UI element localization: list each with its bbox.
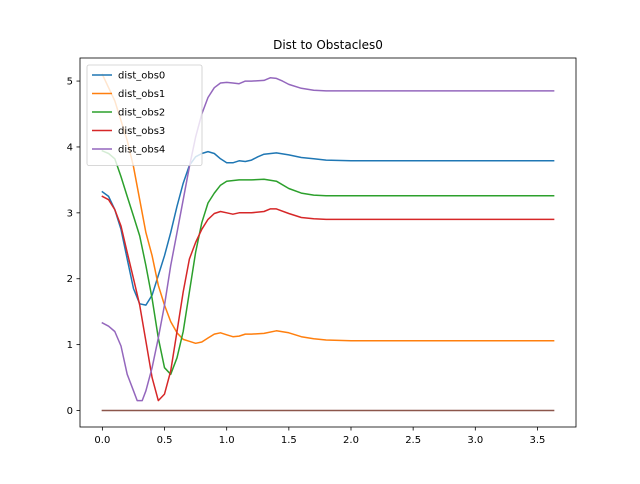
y-tick-label: 0	[67, 406, 73, 417]
series-line-dist_obs4	[101, 77, 555, 402]
legend-label: dist_obs4	[118, 145, 165, 156]
series-layer	[101, 73, 555, 412]
legend-label: dist_obs2	[118, 108, 165, 119]
chart-title: Dist to Obstacles0	[273, 38, 383, 52]
ticks-layer: 0.0 0.5 1.0 1.5 2.0 2.5 3.0 3.5 0 1 2 3 4 5	[67, 77, 546, 446]
x-tick-label: 0.5	[157, 435, 173, 446]
y-tick-label: 1	[67, 340, 73, 351]
x-tick-label: 0.0	[94, 435, 110, 446]
x-tick-label: 2.0	[343, 435, 359, 446]
series-line-dist_obs2	[101, 149, 555, 376]
y-tick-label: 3	[67, 208, 73, 219]
x-tick-label: 3.5	[530, 435, 546, 446]
y-tick-label: 2	[67, 274, 73, 285]
y-tick-label: 5	[67, 77, 73, 88]
legend: dist_obs0 dist_obs1 dist_obs2 dist_obs3dist…	[86, 64, 203, 166]
legend-label: dist_obs1	[118, 89, 165, 100]
y-tick-label: 4	[67, 142, 73, 153]
series-line-dist_obs3	[101, 195, 555, 402]
x-tick-label: 3.0	[467, 435, 483, 446]
legend-box	[86, 64, 203, 166]
series-line-dist_obs1	[101, 73, 555, 345]
plot-frame	[79, 57, 577, 428]
x-tick-label: 1.0	[219, 435, 235, 446]
legend-label: dist_obs3	[118, 126, 165, 137]
x-tick-label: 1.5	[281, 435, 297, 446]
x-tick-label: 2.5	[405, 435, 421, 446]
legend-label: dist_obs0	[118, 71, 165, 82]
